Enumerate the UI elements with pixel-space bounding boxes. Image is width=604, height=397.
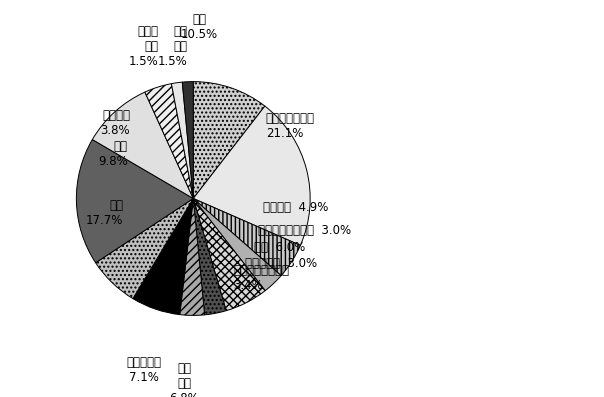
- Wedge shape: [193, 198, 265, 311]
- Wedge shape: [193, 198, 300, 276]
- Text: 科学
技術
1.5%: 科学 技術 1.5%: [158, 25, 187, 68]
- Wedge shape: [193, 198, 226, 315]
- Text: 政治・行政
7.1%: 政治・行政 7.1%: [127, 357, 162, 384]
- Wedge shape: [95, 198, 193, 299]
- Text: 総合
10.5%: 総合 10.5%: [181, 13, 217, 40]
- Wedge shape: [92, 92, 193, 198]
- Text: 経済
17.7%: 経済 17.7%: [86, 198, 123, 227]
- Wedge shape: [76, 139, 193, 263]
- Text: 産業
9.8%: 産業 9.8%: [98, 140, 128, 168]
- Wedge shape: [133, 198, 193, 314]
- Text: 国際問題
3.8%: 国際問題 3.8%: [100, 108, 130, 137]
- Wedge shape: [193, 198, 281, 291]
- Wedge shape: [145, 84, 193, 198]
- Text: 福祉・医療・教育  3.0%: 福祉・医療・教育 3.0%: [257, 224, 351, 237]
- Wedge shape: [193, 106, 310, 245]
- Wedge shape: [172, 82, 193, 198]
- Text: 資源・エネルギー
3.4%: 資源・エネルギー 3.4%: [233, 264, 289, 292]
- Text: 環境
問題
6.8%: 環境 問題 6.8%: [169, 362, 199, 397]
- Wedge shape: [193, 82, 265, 198]
- Text: 国土開発・利用
21.1%: 国土開発・利用 21.1%: [266, 112, 315, 140]
- Wedge shape: [180, 198, 205, 315]
- Text: 通信・情報  3.0%: 通信・情報 3.0%: [245, 258, 317, 270]
- Text: 国民生活  4.9%: 国民生活 4.9%: [263, 201, 329, 214]
- Text: 文化・
芸術
1.5%: 文化・ 芸術 1.5%: [129, 25, 158, 68]
- Text: 交通  6.0%: 交通 6.0%: [254, 241, 305, 254]
- Wedge shape: [182, 82, 193, 198]
